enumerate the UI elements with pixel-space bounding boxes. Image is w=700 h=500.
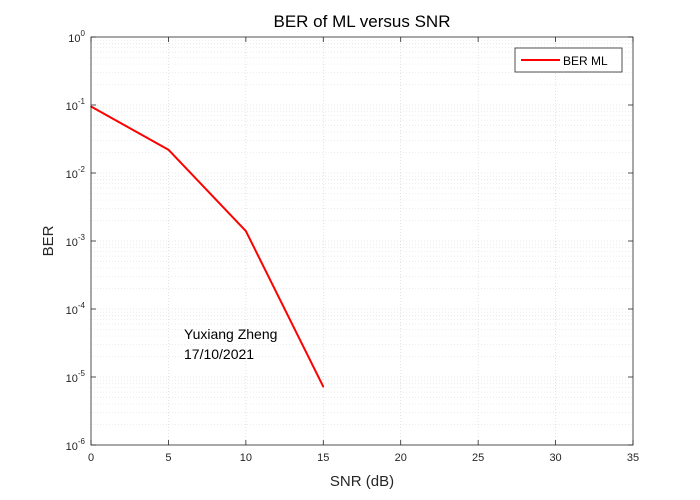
data-point: [245, 230, 247, 232]
y-tick-label: 10-4: [66, 301, 86, 317]
data-point: [322, 385, 325, 388]
x-tick-label: 10: [240, 452, 252, 464]
chart-title: BER of ML versus SNR: [274, 12, 451, 31]
y-tick-label: 10-3: [66, 233, 86, 249]
x-tick-label: 35: [627, 452, 639, 464]
x-tick-label: 25: [472, 452, 484, 464]
y-tick-label: 10-1: [66, 97, 86, 113]
legend: BER ML: [514, 47, 623, 73]
tick-labels: 100 10-1 10-2 10-3 10-4 10-5 10-60 5 10 15 20 25 30 3…: [66, 29, 640, 464]
grid-lines: [90, 36, 634, 446]
x-tick-label: 0: [88, 452, 94, 464]
y-axis-label: BER: [40, 225, 57, 256]
author-annotation: Yuxiang Zheng: [184, 326, 277, 342]
y-tick-label: 10-2: [66, 165, 86, 181]
y-tick-label: 100: [68, 29, 85, 45]
y-tick-label: 10-6: [66, 437, 86, 453]
x-tick-label: 30: [549, 452, 561, 464]
date-annotation: 17/10/2021: [184, 346, 254, 362]
x-tick-label: 20: [395, 452, 407, 464]
series-line-ber-ml: [90, 105, 325, 388]
x-tick-label: 5: [165, 452, 171, 464]
y-tick-label: 10-5: [66, 369, 86, 385]
data-point: [167, 148, 170, 151]
x-tick-label: 15: [317, 452, 329, 464]
x-axis-label: SNR (dB): [330, 473, 394, 490]
legend-label-ber-ml: BER ML: [563, 54, 608, 68]
